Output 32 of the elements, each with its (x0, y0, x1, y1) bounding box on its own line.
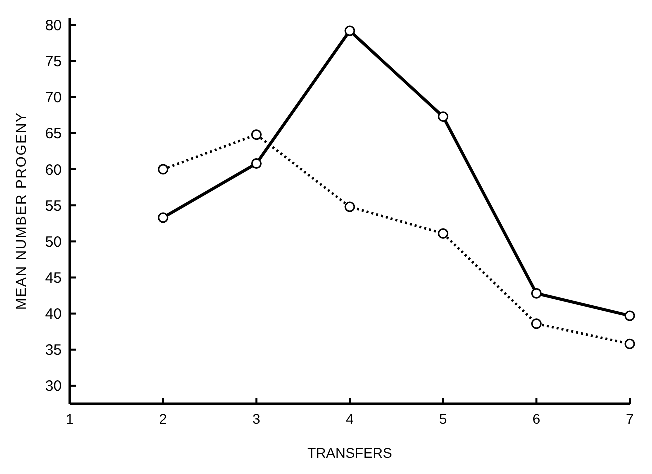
point (344, 202, 356, 212)
x-tick-label: 7 (626, 411, 634, 427)
point (438, 112, 449, 122)
y-tick-label: 65 (45, 126, 62, 143)
x-tick-label: 2 (159, 411, 168, 427)
x-tick-label: 5 (439, 411, 448, 427)
point (531, 288, 542, 299)
y-tick-label: 35 (45, 342, 62, 360)
y-tick-label: 45 (45, 270, 62, 287)
y-tick-label: 80 (45, 17, 62, 34)
x-axis-title: TRANSFERS (308, 445, 392, 461)
point (251, 158, 262, 169)
point (251, 130, 262, 140)
y-tick-label: 55 (45, 198, 62, 215)
y-tick-label: 75 (45, 54, 62, 71)
y-tick-label: 50 (45, 234, 62, 251)
point (344, 26, 356, 36)
point (624, 310, 636, 322)
x-tick-label: 3 (252, 411, 261, 427)
x-tick-label: 1 (66, 411, 74, 427)
y-tick-label: 60 (45, 162, 62, 179)
y-tick-label: 30 (45, 378, 62, 396)
point (531, 318, 542, 330)
point (158, 164, 169, 175)
y-tick-label: 70 (45, 90, 62, 107)
y-axis-title: MEAN NUMBER PROGENY (13, 112, 29, 310)
point (438, 228, 449, 239)
point (624, 338, 636, 350)
x-tick-label: 6 (532, 411, 541, 427)
y-tick-label: 40 (45, 306, 62, 324)
x-tick-label: 4 (346, 411, 354, 427)
point (158, 212, 169, 224)
